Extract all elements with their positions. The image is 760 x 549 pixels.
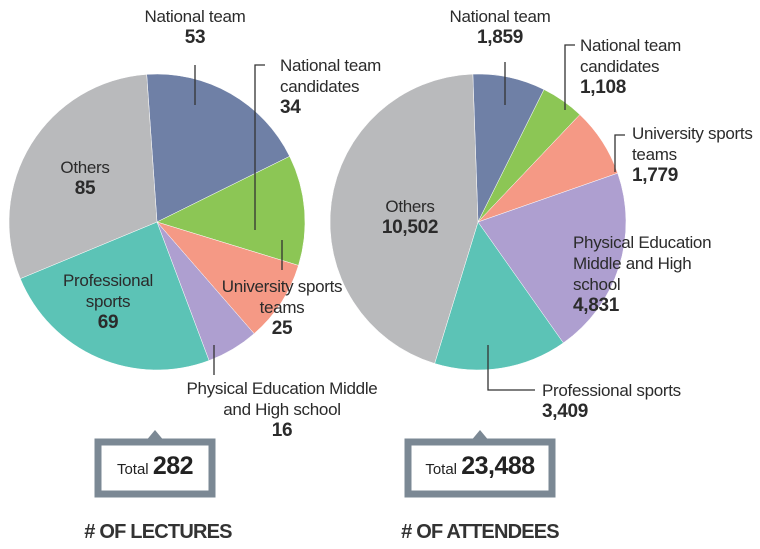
value-label: 16 [271, 420, 293, 441]
slice-label: University sports teams 1,779 [632, 123, 757, 186]
chart-title: # OF LECTURES [84, 521, 232, 543]
text: University sports teams [221, 277, 343, 317]
text: Professional sports [542, 381, 681, 400]
value-label: 1,108 [580, 77, 627, 98]
pie-slice [477, 172, 627, 344]
text: Physical Education Middle and High schoo… [186, 379, 378, 419]
slice-label: Professional sports 3,409 [542, 380, 742, 422]
pie-slice [8, 74, 158, 279]
text: National team [144, 7, 246, 26]
pie-slice [156, 221, 299, 335]
slice-label: University sports teams 25 [217, 276, 347, 339]
slice-label: National team 53 [125, 6, 265, 48]
value-label: 10,502 [381, 217, 439, 238]
total-box [404, 438, 556, 498]
pie-slice [156, 155, 306, 266]
value-label: 85 [74, 178, 96, 199]
leader-line [614, 134, 625, 172]
value-label: 3,409 [542, 401, 589, 422]
total: Total 23,488 [408, 452, 552, 481]
text: National team [449, 7, 551, 26]
leader-line [564, 44, 575, 110]
total: Total 282 [98, 452, 212, 481]
value-label: 69 [97, 312, 119, 333]
text: National team candidates [580, 36, 681, 76]
slice-label: Physical Education Middle and High schoo… [172, 378, 392, 441]
total-box [94, 438, 216, 498]
slice-label: Others 10,502 [355, 196, 465, 238]
leader-line [254, 64, 265, 230]
text: Physical Education Middle and High schoo… [573, 233, 712, 294]
value-label: 4,831 [573, 295, 620, 316]
text: Total [116, 461, 149, 478]
text: University sports teams [632, 124, 753, 164]
value-label: 1,859 [476, 27, 524, 48]
text: National team candidates [280, 56, 381, 96]
value-label: 53 [184, 27, 206, 48]
total-value: 282 [152, 452, 194, 480]
value-label: 25 [271, 318, 293, 339]
text: Others [60, 158, 110, 177]
pie-slice [146, 73, 290, 223]
slice-label: National team 1,859 [430, 6, 570, 48]
slice-label: Physical Education Middle and High schoo… [573, 232, 733, 316]
slice-label: Others 85 [35, 157, 135, 199]
text: Professional sports [63, 271, 153, 311]
text: Total [425, 461, 458, 478]
total-value: 23,488 [461, 452, 535, 480]
slice-label: National team candidates 34 [280, 55, 410, 118]
value-label: 34 [280, 97, 301, 118]
pie-slice [19, 221, 210, 371]
slice-label: Professional sports 69 [43, 270, 173, 333]
slice-label: National team candidates 1,108 [580, 35, 710, 98]
pie-slice [329, 73, 479, 364]
text: Others [385, 197, 435, 216]
chart-title: # OF ATTENDEES [401, 521, 560, 543]
leader-line [487, 345, 535, 391]
value-label: 1,779 [632, 165, 679, 186]
